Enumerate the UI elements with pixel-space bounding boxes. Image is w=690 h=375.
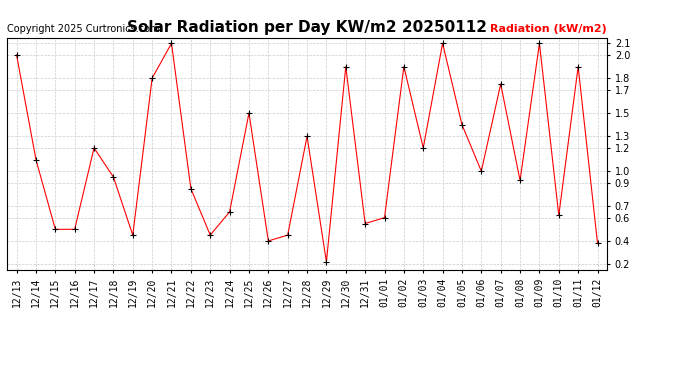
Text: Copyright 2025 Curtronics.com: Copyright 2025 Curtronics.com [7, 24, 159, 33]
Text: Radiation (kW/m2): Radiation (kW/m2) [491, 24, 607, 33]
Title: Solar Radiation per Day KW/m2 20250112: Solar Radiation per Day KW/m2 20250112 [127, 20, 487, 35]
